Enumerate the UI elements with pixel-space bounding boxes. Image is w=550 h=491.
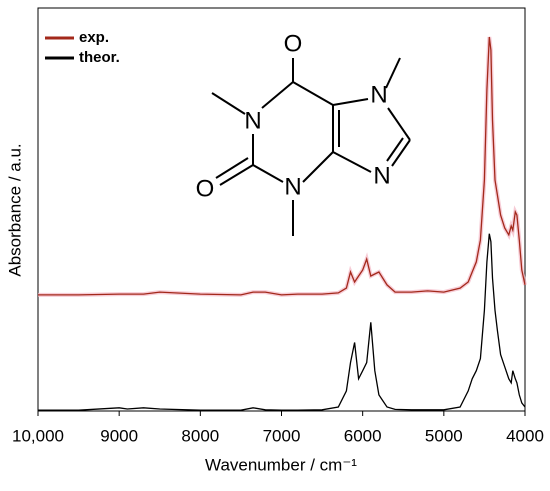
x-tick-label: 6000 (344, 426, 382, 445)
atom-label: N (284, 173, 301, 200)
atom-label: N (370, 81, 387, 108)
x-axis-label: Wavenumber / cm⁻¹ (205, 455, 357, 474)
legend-label: exp. (79, 29, 109, 46)
x-tick-label: 8000 (181, 426, 219, 445)
y-axis-label: Absorbance / a.u. (5, 143, 24, 276)
atom-label: O (284, 30, 303, 57)
x-tick-label: 10,000 (12, 426, 64, 445)
legend-label: theor. (79, 49, 120, 66)
atom-label: N (244, 107, 261, 134)
x-tick-label: 5000 (425, 426, 463, 445)
x-tick-label: 9000 (100, 426, 138, 445)
line-glow (38, 36, 527, 297)
plot-frame (37, 7, 526, 412)
x-tick-label: 4000 (506, 426, 544, 445)
atom-label: N (373, 162, 390, 189)
line (38, 233, 526, 411)
x-tick-label: 7000 (263, 426, 301, 445)
molecule-bonds (211, 57, 411, 236)
line (38, 36, 526, 296)
atom-label: O (196, 175, 215, 202)
